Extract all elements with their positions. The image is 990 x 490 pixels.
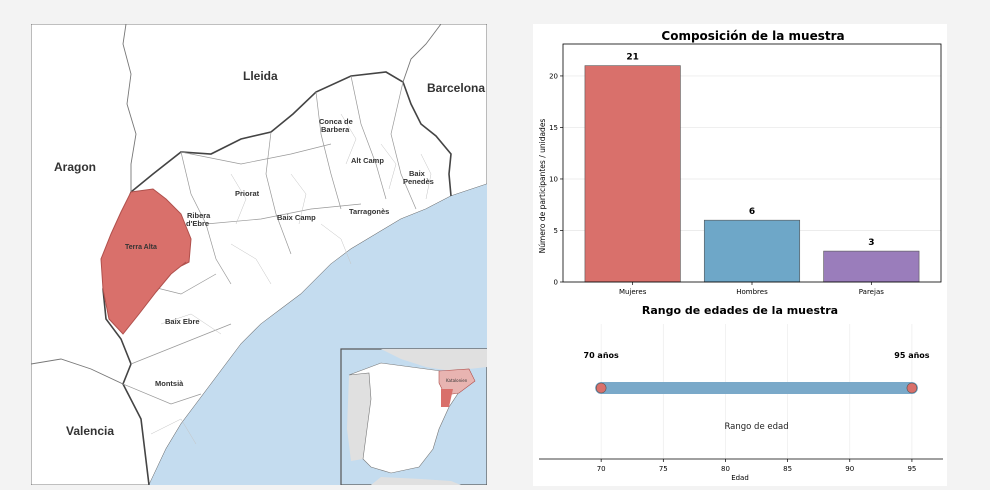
chart-title: Composición de la muestra bbox=[661, 29, 844, 43]
label-baix-ebre: Baix Ebre bbox=[165, 317, 200, 326]
range-caption: Rango de edad bbox=[724, 422, 788, 432]
y-axis-label: Número de participantes / unidades bbox=[538, 119, 547, 254]
label-conca-1: Conca de bbox=[319, 117, 353, 126]
bar-hombres bbox=[703, 219, 801, 283]
range-x-tick-label: 70 bbox=[597, 465, 606, 473]
label-terra-alta: Terra Alta bbox=[125, 244, 157, 251]
label-baix-penedes-1: Baix bbox=[409, 169, 426, 178]
range-x-tick-label: 90 bbox=[845, 465, 854, 473]
y-tick-label: 5 bbox=[554, 227, 558, 235]
bar-mujeres bbox=[584, 65, 681, 283]
inset-label-catalunya: Katalonien bbox=[446, 378, 468, 383]
composition-chart-panel: Composición de la muestra Número de part… bbox=[533, 24, 947, 302]
inset-spain bbox=[348, 362, 462, 474]
bar-marks: 21 6 3 bbox=[584, 53, 920, 283]
range-max-label: 95 años bbox=[894, 351, 930, 360]
label-priorat: Priorat bbox=[235, 189, 260, 198]
region-border-lleida bbox=[122, 24, 137, 192]
region-border-barcelona bbox=[402, 24, 442, 83]
comarca-borders bbox=[122, 75, 417, 405]
bar-value-label: 3 bbox=[868, 238, 874, 248]
composition-bar-chart: Composición de la muestra Número de part… bbox=[538, 29, 942, 296]
x-tick-label: Hombres bbox=[736, 288, 768, 296]
label-tarragones: Tarragonès bbox=[349, 207, 389, 216]
range-x-ticks: 70 75 80 85 90 95 bbox=[597, 459, 916, 473]
age-range-chart-panel: Rango de edades de la muestra 70 años 95… bbox=[533, 300, 947, 486]
range-chart-title: Rango de edades de la muestra bbox=[642, 304, 838, 317]
age-range-chart: Rango de edades de la muestra 70 años 95… bbox=[539, 304, 943, 482]
bar-x-ticks: Mujeres Hombres Parejas bbox=[619, 282, 884, 296]
age-range-min-point bbox=[595, 382, 607, 394]
label-montsia: Montsià bbox=[155, 379, 184, 388]
label-ribera-2: d'Ebre bbox=[186, 219, 209, 228]
inset-france bbox=[381, 349, 487, 371]
range-marks bbox=[595, 382, 918, 394]
label-conca-2: Barbera bbox=[321, 125, 350, 134]
y-tick-label: 0 bbox=[554, 279, 558, 287]
label-alt-camp: Alt Camp bbox=[351, 156, 384, 165]
range-x-tick-label: 75 bbox=[659, 465, 668, 473]
bar-y-ticks: 0 5 10 15 20 bbox=[549, 72, 563, 287]
bar-plot-frame bbox=[562, 43, 942, 283]
range-min-label: 70 años bbox=[584, 351, 620, 360]
inset-map: Katalonien bbox=[340, 348, 487, 485]
label-valencia: Valencia bbox=[66, 424, 114, 438]
tarragona-map: Lleida Barcelona Aragon Valencia Conca d… bbox=[31, 24, 487, 485]
bar-parejas bbox=[823, 250, 920, 283]
label-aragon: Aragon bbox=[54, 160, 96, 174]
inset-catalonia bbox=[438, 368, 476, 396]
inset-portugal bbox=[347, 373, 371, 461]
y-tick-label: 20 bbox=[549, 72, 558, 80]
bar-value-label: 21 bbox=[626, 53, 639, 63]
map-panel: Lleida Barcelona Aragon Valencia Conca d… bbox=[31, 24, 487, 485]
x-tick-label: Parejas bbox=[859, 288, 884, 296]
x-tick-label: Mujeres bbox=[619, 288, 647, 296]
inset-tarragona bbox=[441, 389, 453, 407]
label-barcelona: Barcelona bbox=[427, 81, 485, 95]
range-x-tick-label: 95 bbox=[907, 465, 916, 473]
range-x-tick-label: 85 bbox=[783, 465, 792, 473]
label-ribera-1: Ribera bbox=[187, 211, 211, 220]
label-lleida: Lleida bbox=[243, 69, 278, 83]
range-x-axis-label: Edad bbox=[731, 474, 749, 482]
y-tick-label: 15 bbox=[549, 124, 558, 132]
y-tick-label: 10 bbox=[549, 175, 558, 183]
age-range-max-point bbox=[906, 382, 918, 394]
label-baix-penedes-2: Penedès bbox=[403, 177, 434, 186]
region-border-valencia bbox=[31, 358, 124, 385]
bar-value-label: 6 bbox=[749, 207, 755, 217]
label-baix-camp: Baix Camp bbox=[277, 213, 316, 222]
range-x-tick-label: 80 bbox=[721, 465, 730, 473]
inset-africa bbox=[371, 477, 461, 485]
terra-alta-region bbox=[100, 188, 192, 335]
